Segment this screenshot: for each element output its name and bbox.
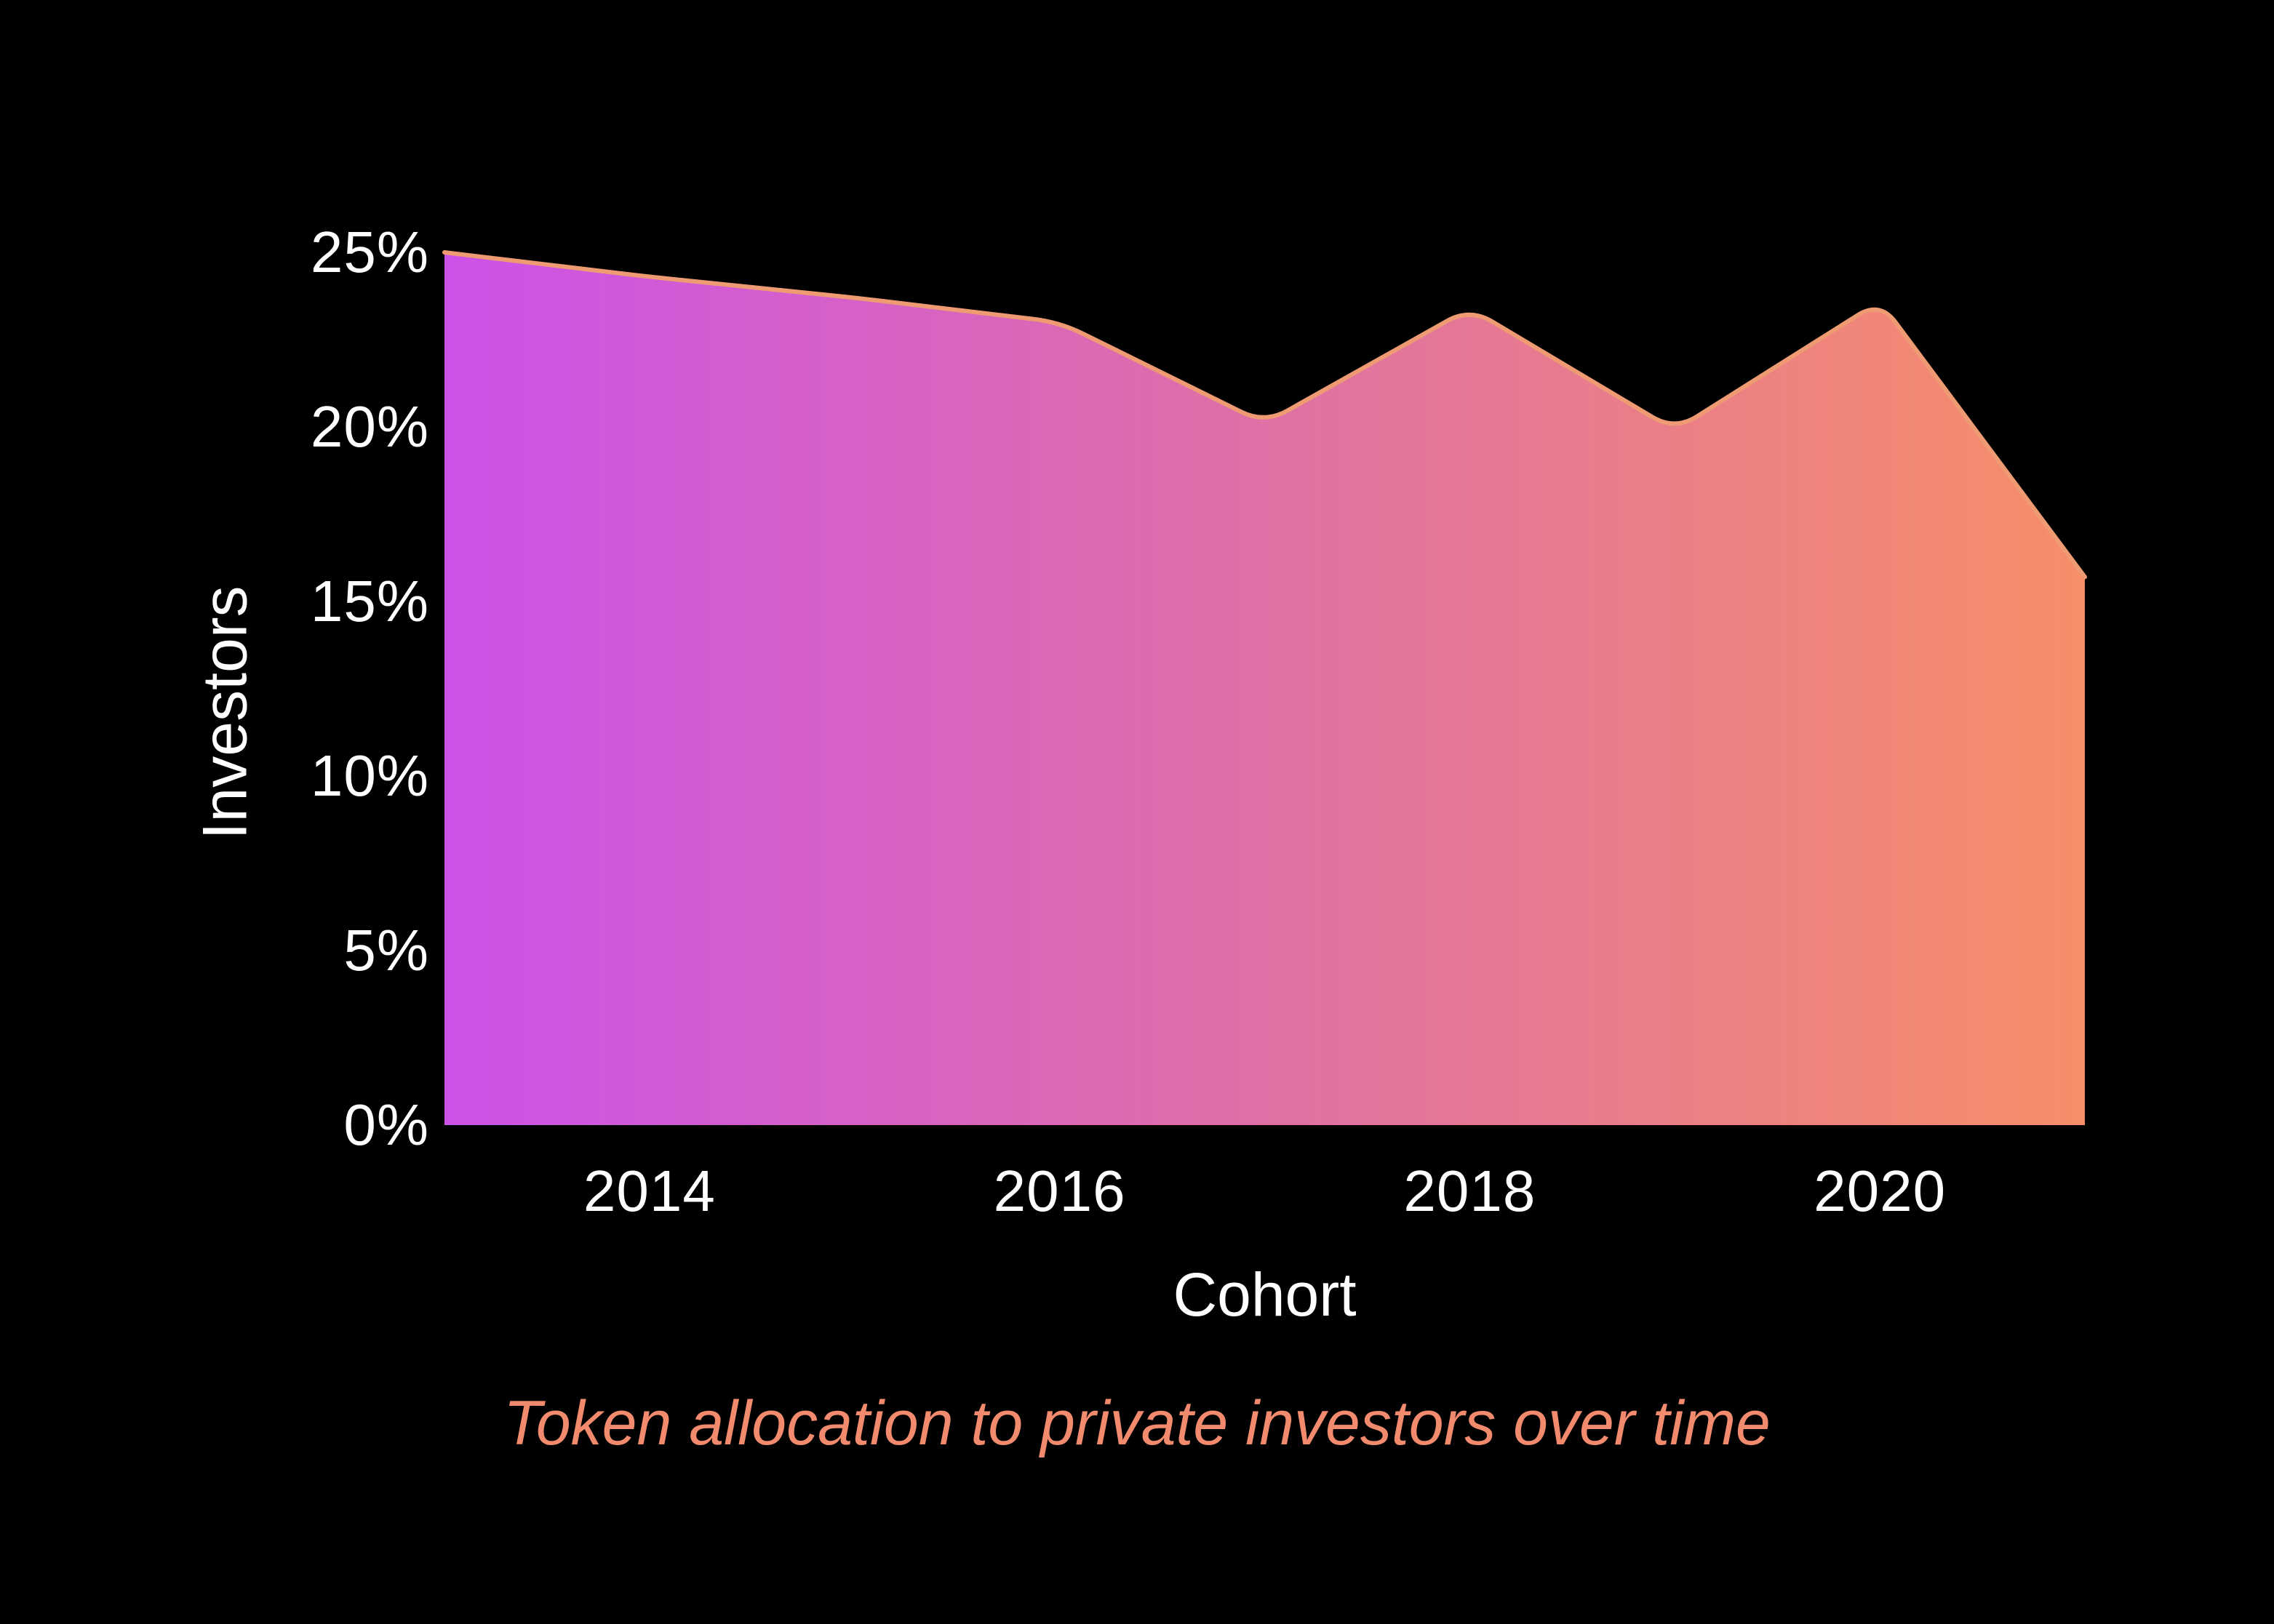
chart-caption: Token allocation to private investors ov… — [503, 1388, 1771, 1458]
y-tick-label: 5% — [343, 918, 429, 983]
x-tick-label: 2016 — [993, 1159, 1126, 1223]
area-top-line — [442, 250, 2087, 580]
x-axis-label: Cohort — [1173, 1260, 1357, 1329]
y-axis-label: Investors — [190, 585, 260, 840]
area-fill — [444, 252, 2085, 1125]
y-tick-label: 25% — [310, 220, 429, 284]
y-tick-label: 15% — [310, 569, 429, 633]
y-tick-label: 20% — [310, 394, 429, 459]
y-tick-label: 10% — [310, 743, 429, 808]
x-tick-label: 2018 — [1403, 1159, 1536, 1223]
x-tick-label: 2020 — [1814, 1159, 1947, 1223]
y-tick-label: 0% — [343, 1092, 429, 1157]
x-tick-label: 2014 — [583, 1159, 716, 1223]
